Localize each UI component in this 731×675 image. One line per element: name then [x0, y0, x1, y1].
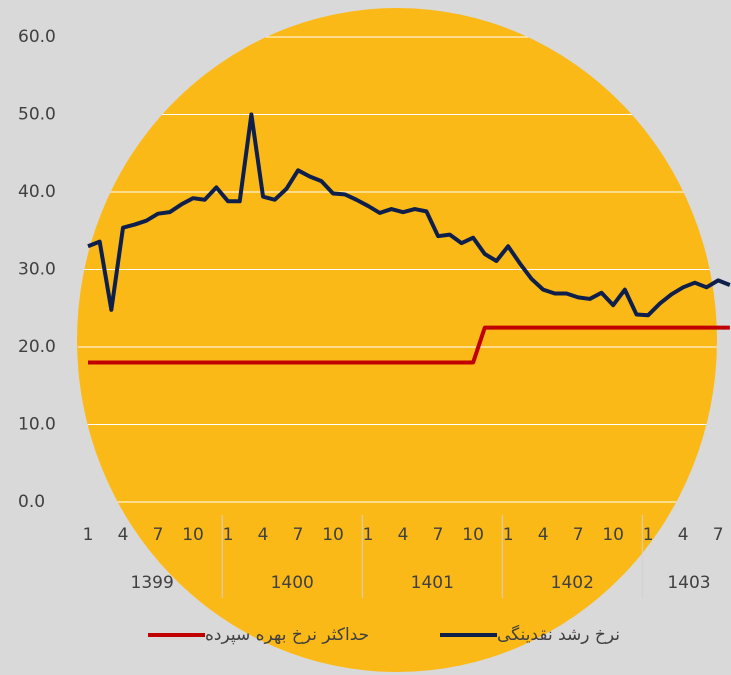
- x-tick-label: 7: [433, 525, 444, 545]
- x-tick-label: 4: [398, 525, 409, 545]
- legend-label: حداکثر نرخ بهره سپرده: [205, 625, 369, 645]
- y-tick-label: 10.0: [18, 415, 56, 435]
- year-label: 1399: [131, 573, 174, 593]
- x-tick-label: 7: [153, 525, 164, 545]
- x-tick-label: 4: [118, 525, 129, 545]
- y-tick-label: 50.0: [18, 105, 56, 125]
- x-tick-label: 10: [462, 525, 484, 545]
- x-tick-label: 1: [503, 525, 514, 545]
- year-label: 1400: [271, 573, 314, 593]
- x-tick-label: 7: [293, 525, 304, 545]
- y-tick-label: 40.0: [18, 182, 56, 202]
- x-tick-label: 10: [322, 525, 344, 545]
- series-line: [87, 112, 731, 318]
- x-tick-label: 1: [223, 525, 234, 545]
- x-tick-label: 10: [602, 525, 624, 545]
- series-line: [88, 325, 730, 365]
- year-label: 1402: [551, 573, 594, 593]
- x-tick-label: 7: [713, 525, 724, 545]
- x-tick-label: 4: [538, 525, 549, 545]
- x-tick-label: 7: [573, 525, 584, 545]
- x-tick-label: 4: [258, 525, 269, 545]
- y-tick-label: 30.0: [18, 260, 56, 280]
- x-tick-label: 10: [182, 525, 204, 545]
- x-tick-label: 4: [678, 525, 689, 545]
- x-tick-label: 1: [643, 525, 654, 545]
- legend-label: نرخ رشد نقدینگی: [497, 624, 620, 645]
- circle-backdrop: [77, 8, 717, 672]
- x-tick-label: 1: [363, 525, 374, 545]
- grid: [78, 36, 717, 503]
- y-tick-label: 0.0: [18, 492, 45, 512]
- y-tick-label: 20.0: [18, 337, 56, 357]
- x-tick-label: 1: [83, 525, 94, 545]
- year-label: 1401: [411, 573, 454, 593]
- y-tick-label: 60.0: [18, 27, 56, 47]
- year-label: 1403: [667, 573, 710, 593]
